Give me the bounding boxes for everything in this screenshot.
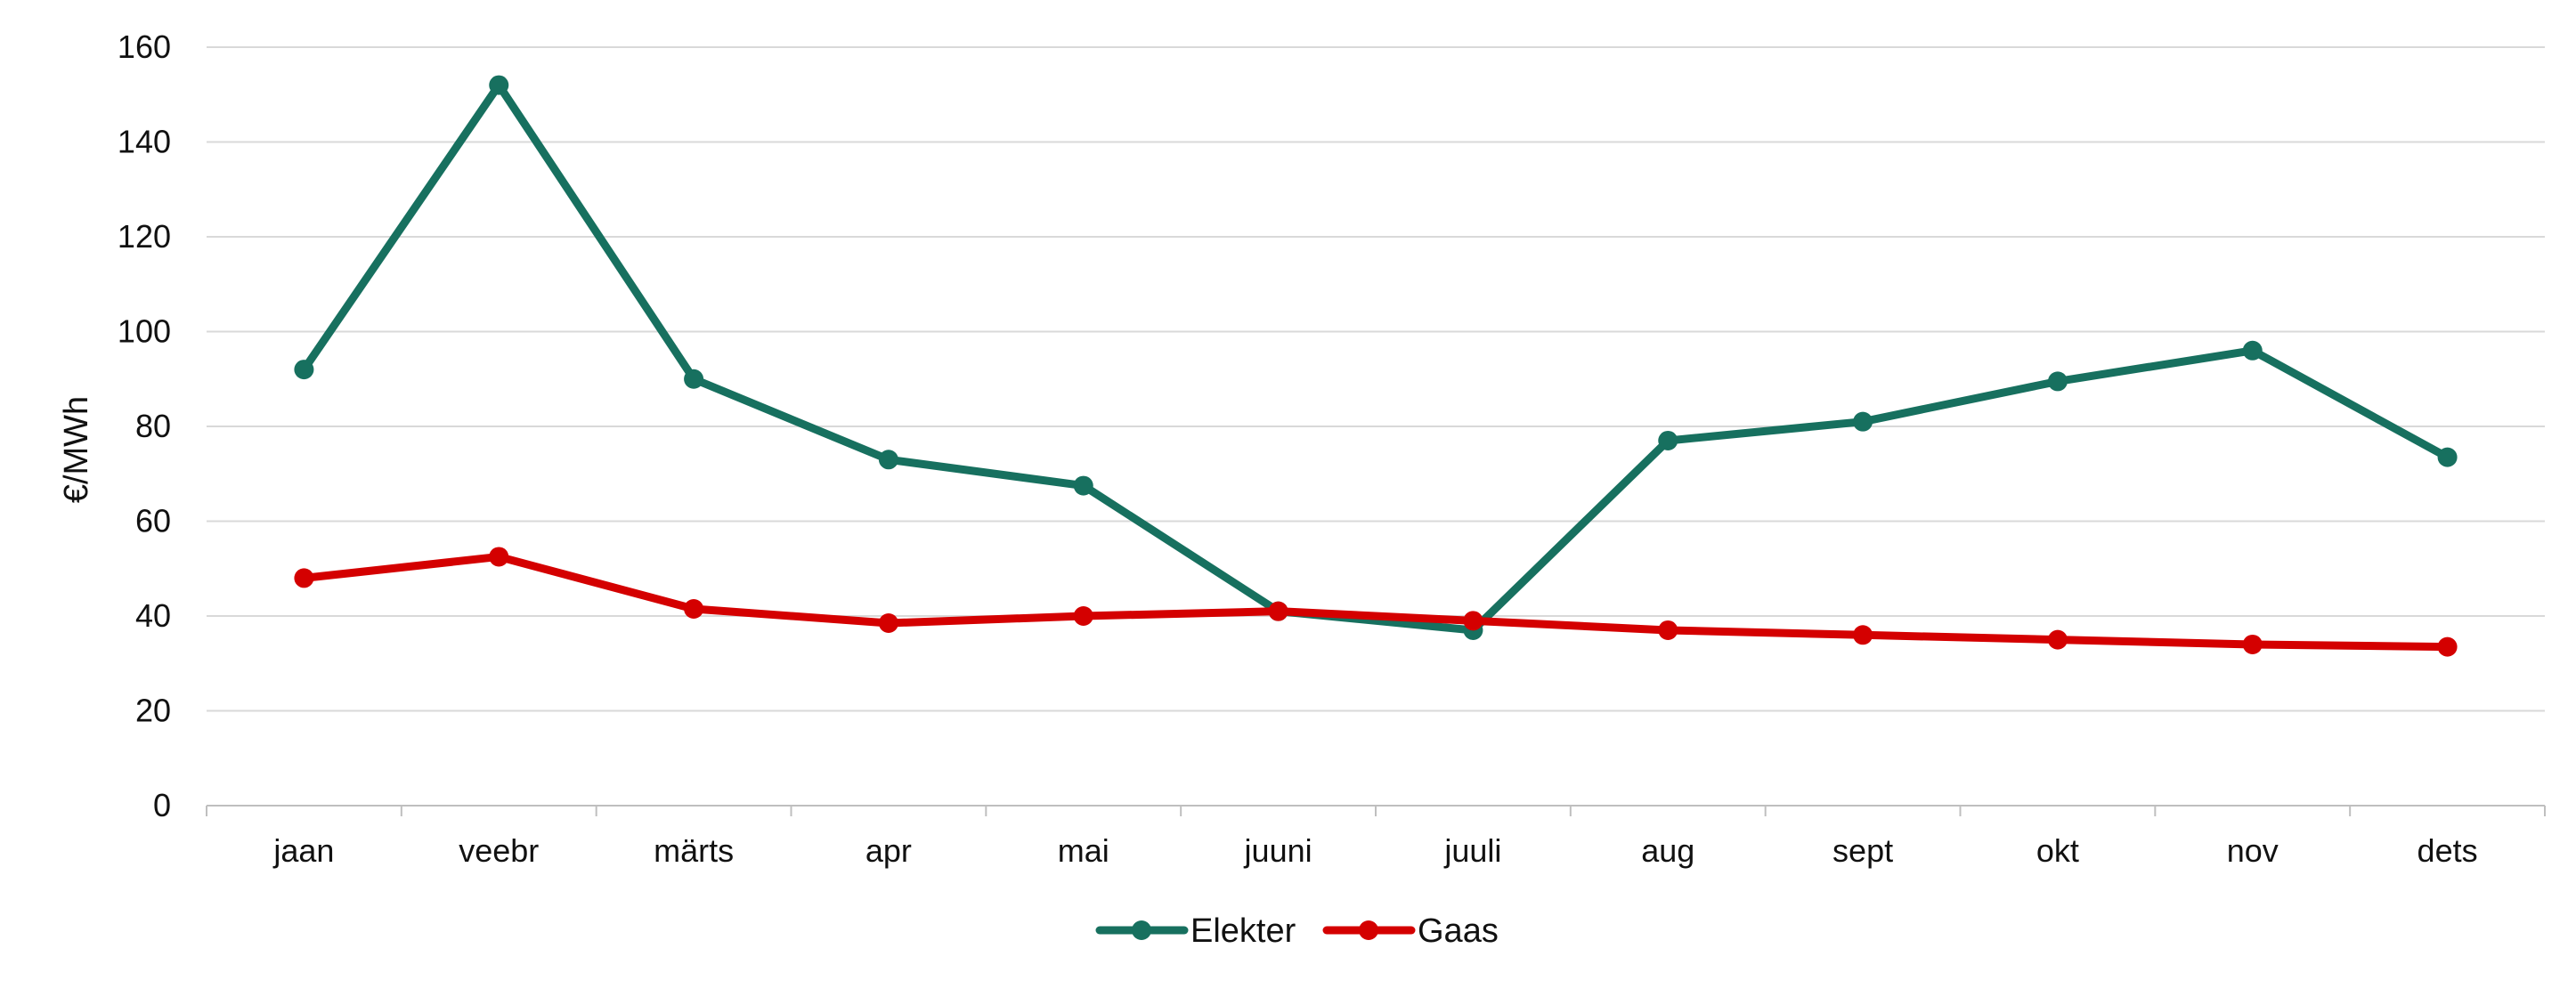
data-point	[2047, 371, 2068, 392]
y-tick-label: 20	[135, 693, 171, 729]
data-point	[1853, 411, 1873, 432]
data-point	[489, 547, 509, 567]
data-point	[1853, 625, 1873, 645]
series-line	[299, 552, 2452, 652]
data-point	[1073, 606, 1093, 626]
data-point	[1268, 601, 1288, 621]
x-tick-label: jaan	[272, 832, 334, 869]
y-tick-label: 60	[135, 503, 171, 539]
data-point	[2242, 340, 2263, 361]
x-tick-label: juuli	[1443, 832, 1501, 869]
data-point	[684, 599, 704, 620]
legend-label: Gaas	[1418, 912, 1499, 950]
y-axis-ticks: 0 20 40 60 80 100 120 140 160	[118, 28, 171, 823]
x-tick-label: märts	[654, 832, 734, 869]
x-axis-ticks: jaan veebr märts apr mai juuni juuli aug sept okt…	[272, 832, 2477, 869]
legend: Elekter Gaas	[1095, 912, 1499, 950]
data-point	[1658, 620, 1678, 640]
x-tick-label: okt	[2036, 832, 2079, 869]
data-point	[2437, 447, 2458, 467]
x-tick-label: dets	[2418, 832, 2478, 869]
x-tick-label: sept	[1832, 832, 1893, 869]
legend-swatch-marker	[1359, 920, 1378, 940]
data-point	[878, 612, 898, 633]
data-point	[2047, 629, 2068, 650]
y-axis-title: €/MWh	[58, 396, 95, 503]
data-point	[1658, 430, 1678, 450]
data-point	[684, 369, 704, 389]
y-tick-label: 120	[118, 218, 171, 255]
series-gaas	[294, 547, 2458, 657]
gridlines	[206, 46, 2546, 816]
legend-item-elekter: Elekter	[1095, 912, 1296, 950]
data-point	[2437, 636, 2458, 657]
data-point	[878, 450, 898, 470]
y-tick-label: 160	[118, 28, 171, 65]
series-group	[294, 75, 2458, 657]
y-tick-label: 100	[118, 313, 171, 350]
y-tick-label: 140	[118, 124, 171, 160]
legend-label: Elekter	[1190, 912, 1296, 950]
y-tick-label: 80	[135, 408, 171, 444]
x-tick-label: apr	[865, 832, 912, 869]
data-point	[489, 75, 509, 95]
series-line	[299, 81, 2452, 635]
y-tick-label: 40	[135, 597, 171, 634]
x-tick-label: veebr	[459, 832, 539, 869]
data-point	[294, 360, 314, 380]
data-point	[1073, 475, 1093, 496]
legend-swatch-marker	[1132, 920, 1151, 940]
data-point	[2242, 634, 2263, 654]
x-tick-label: juuni	[1244, 832, 1312, 869]
y-tick-label: 0	[153, 787, 171, 823]
x-tick-label: mai	[1058, 832, 1109, 869]
legend-item-gaas: Gaas	[1322, 912, 1499, 950]
x-tick-label: aug	[1641, 832, 1694, 869]
series-elekter	[294, 75, 2458, 640]
data-point	[1463, 611, 1483, 631]
data-point	[294, 568, 314, 588]
x-tick-label: nov	[2227, 832, 2279, 869]
